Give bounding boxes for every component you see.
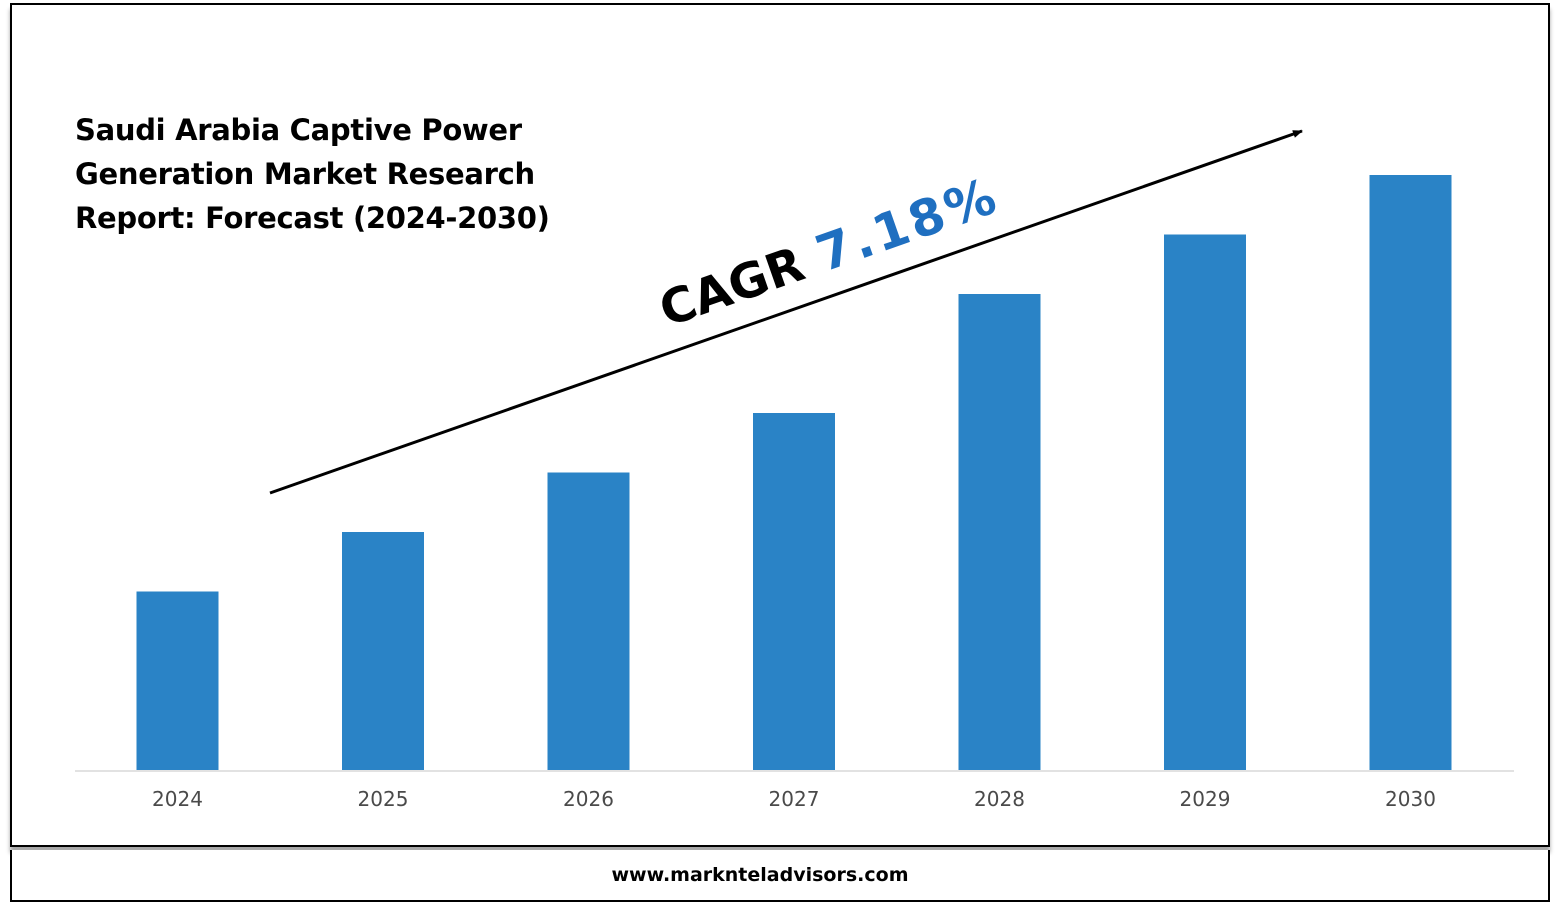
x-tick-label-2030: 2030: [1385, 787, 1436, 811]
bar-2026: [547, 472, 630, 770]
x-axis-tick-labels: 2024 2025 2026 2027 2028 2029 2030: [152, 787, 1436, 811]
x-tick-label-2025: 2025: [358, 787, 409, 811]
bars-layer: [136, 175, 1452, 770]
bar-2025: [342, 532, 424, 770]
chart-title-line-1: Saudi Arabia Captive Power: [75, 113, 522, 147]
footer-website: www.marknteladvisors.com: [611, 864, 909, 886]
bar-2030: [1369, 175, 1452, 770]
footer-box: [10, 850, 1550, 902]
cagr-value: 7.18%: [809, 166, 1006, 283]
x-tick-label-2029: 2029: [1180, 787, 1231, 811]
bar-2027: [753, 413, 835, 770]
cagr-label: CAGR: [652, 236, 811, 338]
x-tick-label-2024: 2024: [152, 787, 203, 811]
bar-2029: [1164, 234, 1246, 770]
bar-2024: [136, 591, 219, 770]
x-tick-label-2028: 2028: [974, 787, 1025, 811]
chart-title-line-2: Generation Market Research: [75, 157, 535, 191]
x-tick-label-2026: 2026: [563, 787, 614, 811]
trend-arrow: [269, 129, 1303, 495]
chart-title-line-3: Report: Forecast (2024-2030): [75, 201, 550, 235]
bar-2028: [958, 294, 1041, 770]
chart-title: Saudi Arabia Captive Power Generation Ma…: [75, 108, 595, 240]
x-tick-label-2027: 2027: [769, 787, 820, 811]
